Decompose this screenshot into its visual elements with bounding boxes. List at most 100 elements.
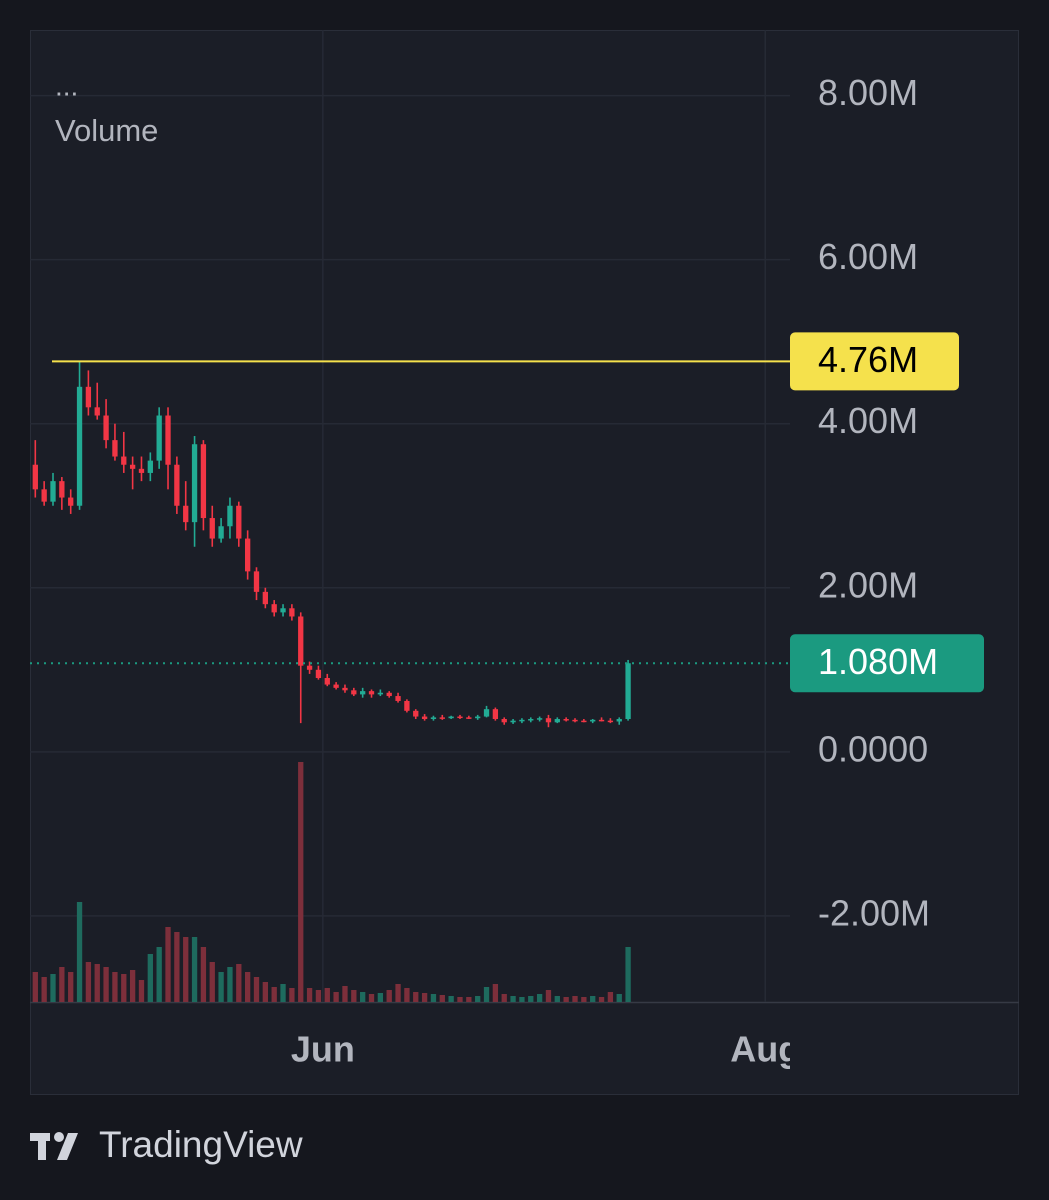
- volume-bar: [236, 964, 242, 1002]
- volume-bar: [519, 997, 525, 1002]
- volume-bar: [510, 996, 516, 1002]
- volume-bar: [103, 967, 109, 1002]
- candle-body: [395, 696, 401, 701]
- candle-body: [218, 526, 224, 539]
- volume-bar: [121, 974, 127, 1002]
- y-tick-label: 2.00M: [818, 564, 918, 605]
- volume-bar: [333, 992, 339, 1002]
- candle-body: [360, 691, 366, 695]
- volume-bar: [501, 994, 507, 1002]
- candle-body: [413, 710, 419, 717]
- candle-body: [625, 663, 631, 720]
- candle-body: [351, 690, 357, 695]
- volume-bar: [342, 986, 348, 1002]
- candle-body: [50, 481, 56, 502]
- candle-body: [191, 444, 198, 523]
- volume-bar: [76, 902, 83, 1002]
- grid: [30, 30, 790, 1002]
- candle-body: [483, 709, 490, 717]
- volume-bar: [572, 996, 578, 1002]
- volume-bar: [475, 996, 481, 1002]
- candle-body: [76, 386, 83, 506]
- volume-bar: [536, 994, 543, 1002]
- candles: [32, 361, 631, 728]
- volume-bar: [607, 992, 614, 1002]
- logo-part: [54, 1132, 64, 1142]
- volume-bar: [368, 994, 375, 1002]
- volume-bar: [156, 947, 162, 1002]
- candle-body: [209, 518, 215, 539]
- candle-body: [280, 608, 286, 613]
- candle-body: [253, 571, 260, 592]
- candle-body: [227, 505, 233, 527]
- candle-body: [616, 719, 622, 722]
- volume-bar: [351, 990, 357, 1002]
- footer-brand: TradingView: [99, 1124, 303, 1165]
- candle-body: [439, 717, 445, 719]
- menu-dots[interactable]: ...: [55, 70, 78, 101]
- candle-body: [271, 604, 277, 613]
- candle-body: [138, 468, 145, 473]
- candle-body: [289, 608, 295, 617]
- candle-body: [475, 716, 481, 719]
- volume-bar: [289, 988, 295, 1002]
- volume-bar: [165, 927, 171, 1002]
- volume-bar: [306, 988, 313, 1002]
- volume-bar: [253, 977, 260, 1002]
- volume-bar: [324, 988, 330, 1002]
- volume-bar: [244, 972, 251, 1002]
- volume-bar: [147, 954, 153, 1002]
- volume-bar: [138, 980, 145, 1002]
- volume-bar: [598, 997, 605, 1002]
- candle-body: [333, 684, 339, 688]
- candle-body: [85, 386, 92, 408]
- volume-bar: [174, 932, 180, 1002]
- candle-body: [41, 489, 47, 502]
- volume-bar: [280, 984, 286, 1002]
- volume-bar: [492, 984, 499, 1002]
- candle-body: [112, 440, 118, 457]
- candle-body: [165, 415, 171, 465]
- candle-body: [457, 716, 463, 719]
- volume-bar: [377, 993, 384, 1002]
- candle-body: [200, 444, 207, 519]
- volume-bar: [32, 972, 38, 1002]
- volume-bar: [218, 972, 224, 1002]
- volume-bar: [395, 984, 401, 1002]
- candle-body: [342, 687, 348, 691]
- last-price-label: 1.080M: [818, 641, 938, 682]
- volume-bar: [448, 996, 454, 1002]
- volume-bar: [563, 997, 569, 1002]
- candle-body: [510, 720, 516, 723]
- x-tick-label: Aug: [730, 1029, 800, 1070]
- volume-bar: [191, 937, 198, 1002]
- volume-bar: [528, 996, 534, 1002]
- indicator-label: Volume: [55, 113, 158, 148]
- volume-bar: [209, 962, 215, 1002]
- candle-body: [129, 464, 136, 469]
- candle-body: [262, 591, 268, 605]
- candle-body: [59, 481, 65, 498]
- volume-bar: [616, 994, 622, 1002]
- volume-bar: [315, 990, 322, 1002]
- volume-bar: [404, 988, 410, 1002]
- volume-bar: [386, 990, 392, 1002]
- candle-body: [244, 538, 251, 572]
- candle-body: [32, 464, 38, 490]
- candle-body: [306, 665, 313, 670]
- volume-bar: [94, 964, 100, 1002]
- y-tick-label: 6.00M: [818, 236, 918, 277]
- x-axis: Jun Aug: [291, 1029, 800, 1070]
- candle-body: [528, 719, 534, 721]
- volume-bar: [439, 995, 445, 1002]
- candle-body: [368, 691, 375, 695]
- volume-bar: [581, 997, 587, 1002]
- volume-bar: [466, 997, 472, 1002]
- candle-body: [466, 717, 472, 719]
- volume-bar: [112, 972, 118, 1002]
- y-axis: 8.00M 6.00M 4.00M 2.00M 0.0000 -2.00M: [818, 72, 930, 933]
- volume-bar: [85, 962, 92, 1002]
- candle-body: [156, 415, 162, 461]
- volume-pane: [32, 762, 631, 1002]
